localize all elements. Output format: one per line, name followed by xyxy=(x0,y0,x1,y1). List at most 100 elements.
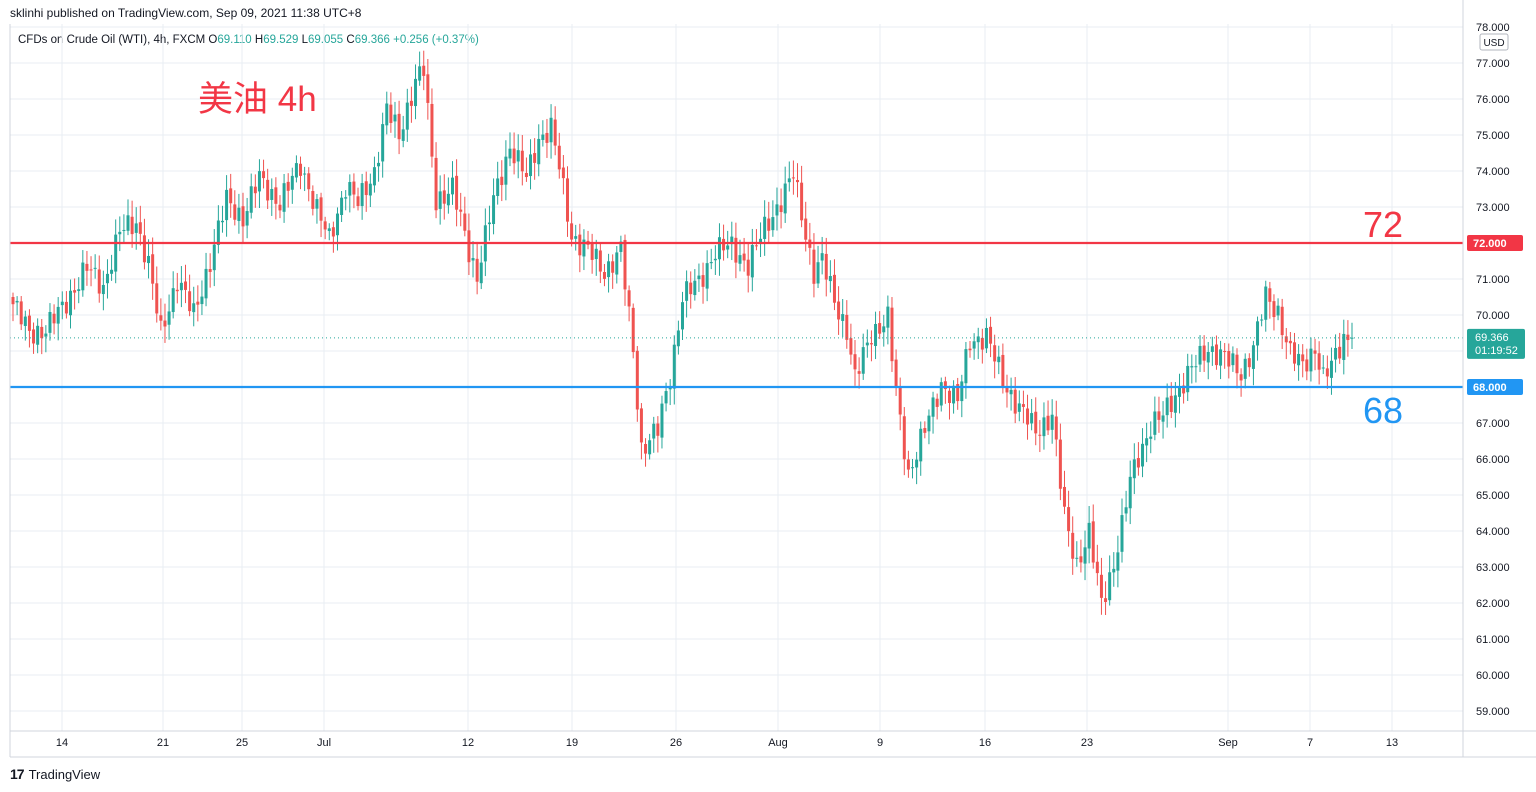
symbol-name[interactable]: CFDs on Crude Oil (WTI), 4h, FXCM xyxy=(18,34,206,46)
currency-badge[interactable] xyxy=(1479,33,1509,51)
candle-body xyxy=(1013,389,1017,414)
candle-body xyxy=(989,326,993,344)
candle-body xyxy=(512,148,516,164)
candle-body xyxy=(184,281,188,290)
candle-body xyxy=(496,178,500,196)
candle-body xyxy=(631,307,635,353)
candle-body xyxy=(479,262,483,284)
candle-body xyxy=(208,269,212,272)
candle-body xyxy=(1165,397,1169,416)
candlestick-series xyxy=(11,50,1354,615)
tradingview-logo-icon[interactable]: 17 xyxy=(10,766,25,782)
candle-body xyxy=(832,274,836,303)
chart-grid xyxy=(10,24,1463,731)
candle-body xyxy=(19,301,23,325)
horizontal-lines[interactable] xyxy=(10,241,1463,389)
level-68-annotation: 68 xyxy=(1363,390,1403,431)
price-tick-label: 74.000 xyxy=(1476,166,1510,178)
price-tick-label: 69.000 xyxy=(1476,346,1510,358)
candle-body xyxy=(935,398,939,407)
candle-body xyxy=(570,223,574,240)
candle-body xyxy=(409,100,413,106)
candle-body xyxy=(1161,415,1165,422)
candle-body xyxy=(890,307,894,362)
candle-body xyxy=(426,74,430,103)
candle-body xyxy=(623,239,627,290)
candle-body xyxy=(323,221,327,230)
price-tick-label: 75.000 xyxy=(1476,130,1510,142)
level-axis-badge xyxy=(1467,379,1523,395)
level-axis-badge xyxy=(1467,235,1523,251)
candle-body xyxy=(1214,344,1218,366)
date-tick-label: Jul xyxy=(317,737,331,749)
candle-body xyxy=(1038,434,1042,436)
candle-body xyxy=(775,204,779,216)
candle-body xyxy=(1067,507,1071,532)
candle-body xyxy=(697,275,701,280)
candle-body xyxy=(352,181,356,195)
candle-body xyxy=(1017,403,1021,412)
candle-body xyxy=(1026,408,1030,425)
candle-body xyxy=(282,183,286,212)
candle-body xyxy=(1309,348,1313,372)
candle-body xyxy=(438,191,442,209)
candle-body xyxy=(1042,417,1046,437)
candle-body xyxy=(1153,411,1157,435)
candle-body xyxy=(927,415,931,432)
candle-body xyxy=(557,145,561,170)
candle-body xyxy=(980,337,984,350)
candle-body xyxy=(155,283,159,314)
candle-body xyxy=(1124,507,1128,514)
candle-body xyxy=(463,213,467,231)
candle-body xyxy=(783,183,787,214)
chart-title: 美油 4h xyxy=(198,80,317,119)
candle-body xyxy=(845,314,849,340)
candle-body xyxy=(455,175,459,210)
candle-body xyxy=(611,261,615,273)
open-label: O xyxy=(208,34,218,46)
candle-body xyxy=(800,182,804,221)
candle-body xyxy=(660,403,664,438)
candle-body xyxy=(167,311,171,325)
candle-body xyxy=(738,255,742,264)
candle-body xyxy=(340,197,344,215)
candle-body xyxy=(574,236,578,239)
candle-body xyxy=(1108,572,1112,601)
candle-body xyxy=(837,301,841,320)
candle-body xyxy=(1001,354,1005,387)
candle-body xyxy=(393,114,397,122)
date-tick-label: 16 xyxy=(979,737,991,749)
candle-body xyxy=(689,282,693,295)
candle-body xyxy=(1190,366,1194,368)
date-tick-label: 25 xyxy=(236,737,248,749)
candle-body xyxy=(151,254,155,284)
candle-body xyxy=(114,234,118,272)
candle-body xyxy=(1325,368,1329,377)
candle-body xyxy=(1095,561,1099,574)
candle-body xyxy=(1210,346,1214,352)
price-tick-label: 65.000 xyxy=(1476,490,1510,502)
candle-body xyxy=(1227,350,1231,367)
price-tick-label: 59.000 xyxy=(1476,706,1510,718)
date-tick-label: 7 xyxy=(1307,737,1313,749)
candle-body xyxy=(533,153,537,163)
candle-body xyxy=(705,263,709,289)
candle-body xyxy=(1276,305,1280,316)
price-tick-label: 61.000 xyxy=(1476,634,1510,646)
candle-body xyxy=(541,134,545,140)
candle-body xyxy=(956,384,960,402)
close-value: 69.366 xyxy=(354,34,390,46)
candle-body xyxy=(1046,415,1050,431)
candle-body xyxy=(372,167,376,186)
candle-body xyxy=(1136,458,1140,468)
candle-body xyxy=(652,423,656,439)
candle-body xyxy=(471,258,475,261)
candle-body xyxy=(11,297,15,305)
price-tick-label: 71.000 xyxy=(1476,274,1510,286)
candle-body xyxy=(1145,438,1149,446)
candle-body xyxy=(685,281,689,301)
candle-body xyxy=(1005,386,1009,393)
candle-body xyxy=(1075,557,1079,559)
candle-body xyxy=(849,338,853,355)
